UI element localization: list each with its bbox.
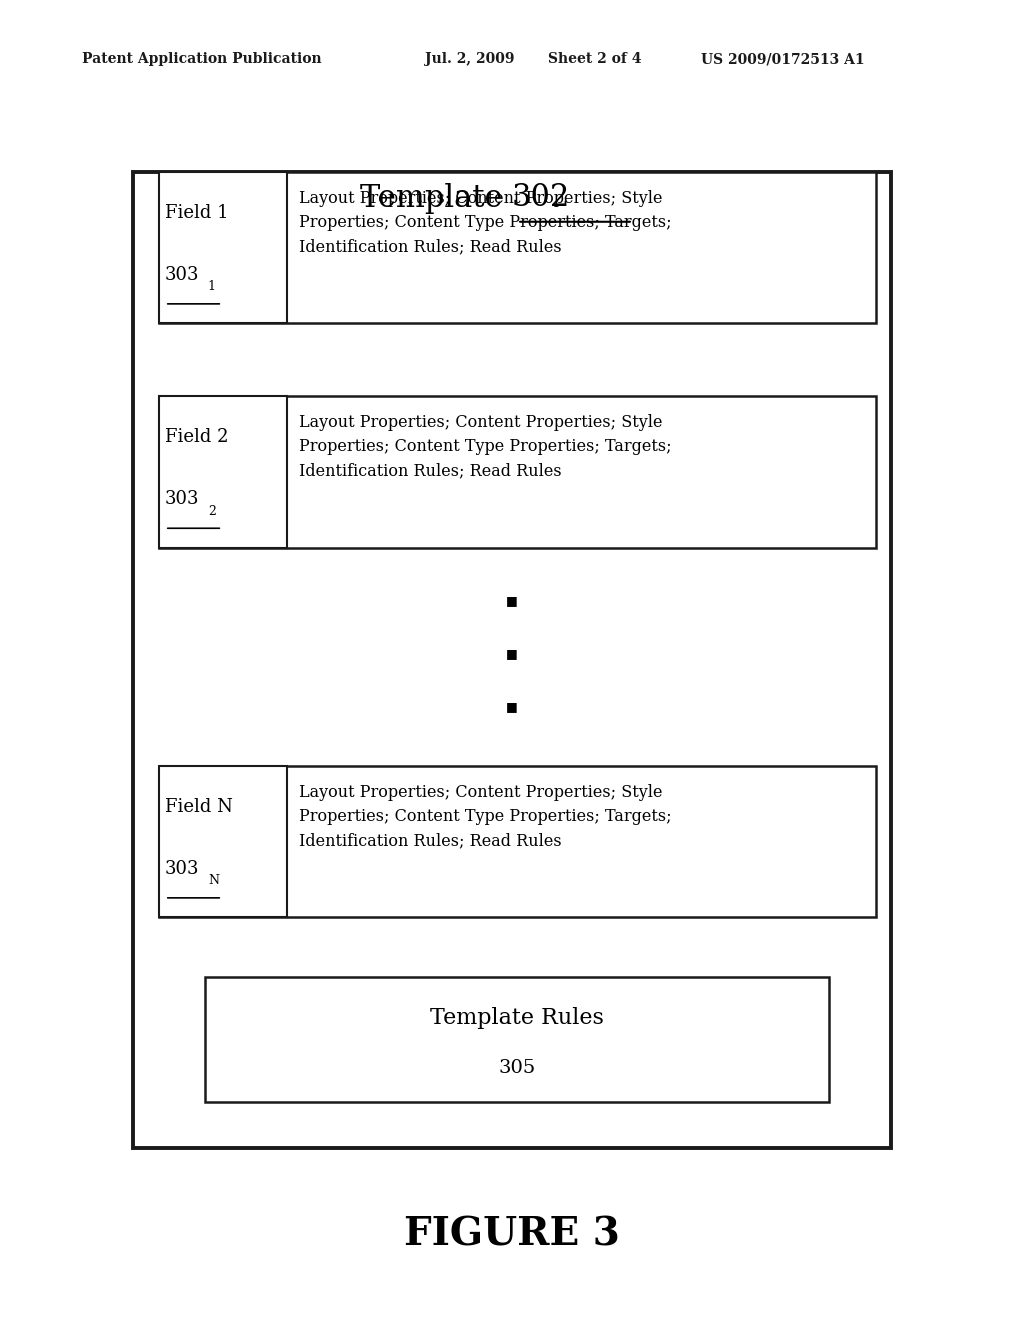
Text: Sheet 2 of 4: Sheet 2 of 4 — [548, 53, 641, 66]
Text: Patent Application Publication: Patent Application Publication — [82, 53, 322, 66]
Text: Template Rules: Template Rules — [430, 1007, 604, 1030]
Text: 305: 305 — [499, 1060, 536, 1077]
FancyBboxPatch shape — [159, 396, 287, 548]
Text: ■: ■ — [506, 647, 518, 660]
Text: US 2009/0172513 A1: US 2009/0172513 A1 — [701, 53, 865, 66]
Text: Jul. 2, 2009: Jul. 2, 2009 — [425, 53, 514, 66]
Text: FIGURE 3: FIGURE 3 — [404, 1216, 620, 1253]
Text: ■: ■ — [506, 594, 518, 607]
Text: 303: 303 — [165, 265, 200, 284]
FancyBboxPatch shape — [159, 172, 287, 323]
Text: Field 2: Field 2 — [165, 428, 228, 446]
Text: Layout Properties; Content Properties; Style
Properties; Content Type Properties: Layout Properties; Content Properties; S… — [299, 414, 672, 479]
FancyBboxPatch shape — [159, 396, 876, 548]
Text: Template: Template — [359, 182, 512, 214]
FancyBboxPatch shape — [159, 766, 876, 917]
Text: ■: ■ — [506, 700, 518, 713]
FancyBboxPatch shape — [205, 977, 829, 1102]
Text: N: N — [208, 874, 219, 887]
Text: 303: 303 — [165, 859, 200, 878]
Text: 303: 303 — [165, 490, 200, 508]
Text: 302: 302 — [512, 182, 570, 214]
Text: Layout Properties; Content Properties; Style
Properties; Content Type Properties: Layout Properties; Content Properties; S… — [299, 784, 672, 849]
Text: Field 1: Field 1 — [165, 203, 228, 222]
FancyBboxPatch shape — [159, 766, 287, 917]
Text: 1: 1 — [208, 280, 216, 293]
FancyBboxPatch shape — [133, 172, 891, 1148]
Text: 2: 2 — [208, 504, 216, 517]
Text: Layout Properties; Content Properties; Style
Properties; Content Type Properties: Layout Properties; Content Properties; S… — [299, 190, 672, 255]
FancyBboxPatch shape — [159, 172, 876, 323]
Text: Field N: Field N — [165, 797, 232, 816]
